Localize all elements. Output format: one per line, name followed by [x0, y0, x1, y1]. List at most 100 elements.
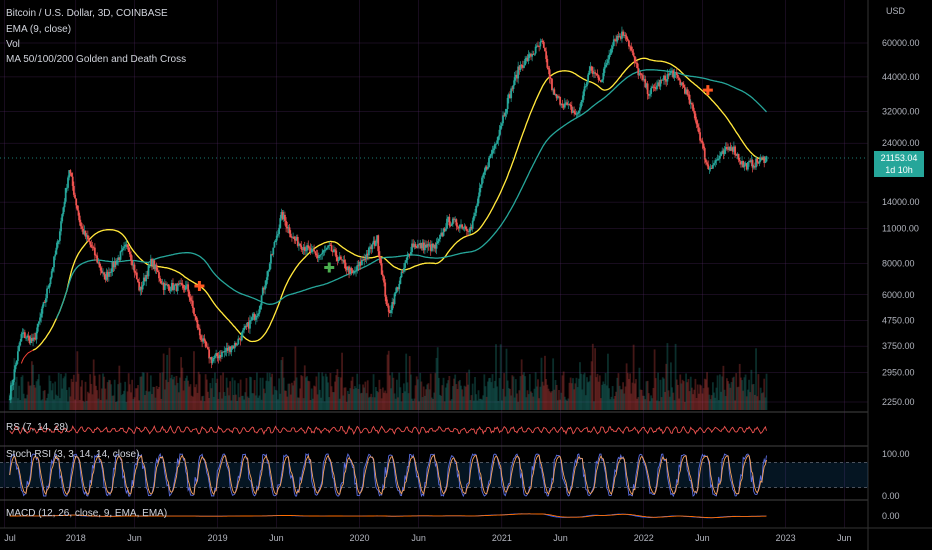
volume-bar	[230, 400, 233, 410]
candle-body	[225, 347, 228, 351]
candle-body	[209, 357, 212, 359]
volume-bar	[706, 372, 708, 410]
candle-body	[574, 112, 577, 115]
candle-body	[762, 156, 764, 158]
candle-body	[428, 244, 431, 246]
candle-body	[376, 235, 378, 243]
candle-body	[450, 224, 453, 226]
volume-bar	[723, 389, 726, 410]
candle-body	[89, 241, 92, 245]
volume-bar	[579, 362, 581, 410]
price-candles	[8, 26, 768, 404]
volume-bar	[612, 398, 615, 410]
volume-bar	[614, 395, 616, 410]
volume-bar	[433, 392, 436, 410]
candle-body	[161, 282, 164, 284]
volume-bar	[534, 372, 537, 410]
volume-bar	[588, 381, 591, 410]
candle-body	[457, 226, 460, 229]
volume-bar	[130, 392, 132, 410]
candle-body	[752, 166, 755, 168]
candle-body	[479, 184, 482, 189]
macd-pane-label[interactable]: MACD (12, 26, close, 9, EMA, EMA)	[6, 508, 168, 519]
volume-bar	[751, 384, 754, 410]
volume-bar	[535, 386, 538, 410]
candle-body	[708, 168, 711, 170]
candle-body	[217, 356, 220, 359]
volume-bar	[55, 394, 58, 410]
candle-body	[293, 236, 296, 239]
volume-bar	[695, 397, 698, 410]
volume-bar	[518, 390, 521, 410]
candle-body	[282, 214, 285, 220]
candle-body	[54, 254, 57, 257]
volume-bar	[301, 376, 304, 410]
volume-bar	[491, 374, 494, 410]
candle-body	[504, 112, 507, 116]
volume-bar	[617, 373, 620, 410]
volume-bar	[499, 344, 502, 410]
volume-bar	[379, 388, 382, 410]
candle-body	[540, 41, 543, 42]
volume-bar	[54, 381, 57, 410]
candle-body	[271, 254, 274, 256]
time-axis-label: 2023	[776, 533, 796, 543]
candle-body	[35, 331, 38, 340]
candle-body	[440, 232, 443, 235]
volume-bar	[611, 386, 614, 410]
candle-body	[398, 283, 401, 290]
candle-body	[511, 88, 514, 90]
candle-body	[575, 113, 578, 115]
volume-bar	[330, 386, 333, 410]
candle-body	[603, 66, 606, 73]
indicator-ema-label[interactable]: EMA (9, close)	[6, 24, 72, 35]
indicator-vol-label[interactable]: Vol	[6, 39, 20, 50]
price-axis[interactable]: 60000.00 44000.00 32000.00 24000.00 14000.00…	[882, 38, 920, 407]
volume-bar	[408, 356, 411, 410]
candle-body	[118, 257, 121, 260]
rsi-pane-label[interactable]: RS (7, 14, 28)	[6, 422, 69, 433]
volume-bar	[323, 401, 326, 410]
volume-bar	[626, 373, 629, 410]
volume-bar	[219, 375, 222, 410]
candle-body	[204, 340, 207, 347]
volume-bar	[57, 372, 60, 410]
candle-body	[12, 379, 15, 385]
candle-body	[211, 359, 214, 364]
volume-bar	[305, 377, 307, 410]
macd-axis: 0.00	[882, 511, 900, 521]
candle-body	[139, 286, 142, 291]
candle-body	[759, 157, 762, 161]
volume-bar	[299, 388, 301, 410]
volume-bar	[159, 372, 162, 410]
candle-body	[147, 265, 150, 277]
price-axis-label: 2950.00	[882, 367, 915, 377]
stoch-band	[0, 462, 868, 488]
indicator-ma-cross-label[interactable]: MA 50/100/200 Golden and Death Cross	[6, 54, 187, 65]
candle-body	[253, 313, 256, 320]
volume-bar	[144, 395, 146, 410]
candle-body	[372, 240, 375, 245]
candle-body	[163, 283, 166, 290]
candle-body	[247, 322, 250, 329]
candle-body	[637, 68, 640, 76]
candle-body	[469, 226, 472, 232]
volume-bar	[182, 390, 185, 410]
volume-bar	[714, 397, 717, 410]
time-axis[interactable]: Jul 2018 Jun 2019 Jun 2020 Jun 2021 Jun 2022 Jun 20…	[4, 533, 851, 543]
volume-bar	[233, 380, 236, 410]
candle-body	[244, 326, 247, 328]
volume-bar	[581, 389, 584, 410]
volume-bar	[50, 390, 53, 410]
candle-body	[528, 53, 531, 55]
last-price-tag: 21153.04 1d 10h	[874, 151, 924, 177]
volume-bar	[46, 397, 48, 410]
candle-body	[254, 317, 257, 320]
volume-bar	[390, 388, 392, 410]
candle-body	[33, 337, 36, 339]
stoch-pane-label[interactable]: Stoch RSI (3, 3, 14, 14, close)	[6, 449, 140, 460]
candle-body	[305, 250, 307, 252]
symbol-title[interactable]: Bitcoin / U.S. Dollar, 3D, COINBASE	[6, 8, 168, 19]
candle-body	[390, 310, 392, 313]
